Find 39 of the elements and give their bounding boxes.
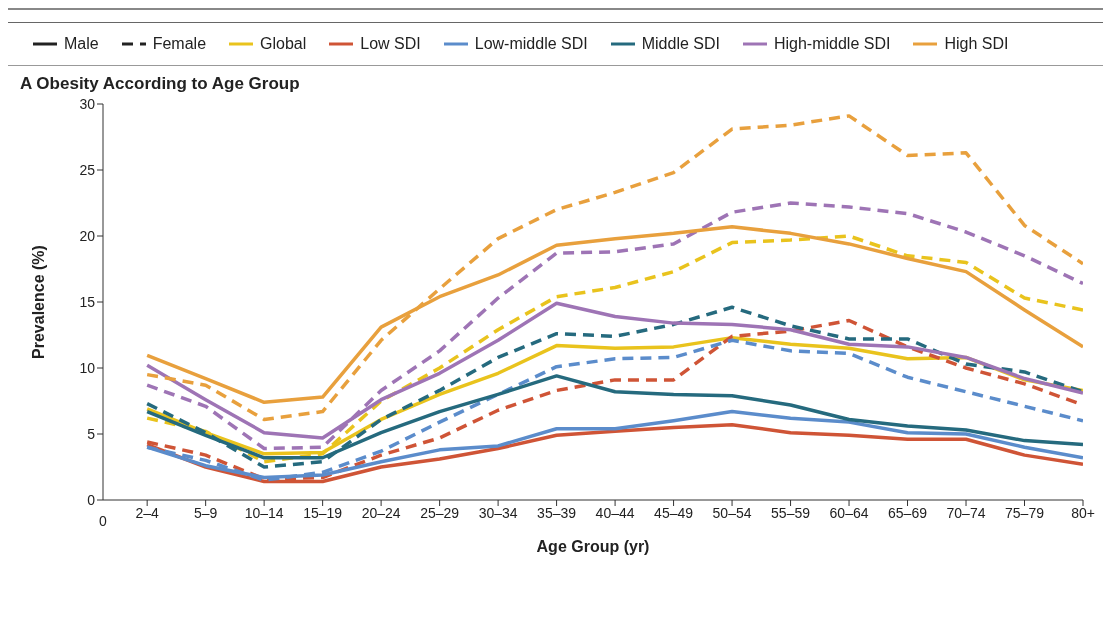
x-tick-label: 35–39 bbox=[537, 504, 577, 521]
y-tick-label: 15 bbox=[79, 293, 96, 310]
x-tick-label: 30–34 bbox=[478, 504, 518, 521]
x-tick-label: 15–19 bbox=[303, 504, 343, 521]
x-tick-label: 60–64 bbox=[829, 504, 869, 521]
text: Female bbox=[151, 35, 207, 53]
x-tick-label: 45–49 bbox=[654, 504, 694, 521]
x-tick-label: 65–69 bbox=[888, 504, 928, 521]
line-series bbox=[145, 234, 1083, 464]
line-series bbox=[145, 201, 1083, 451]
y-axis-title: Prevalence (%) bbox=[29, 245, 47, 359]
x-tick-label: 70–74 bbox=[946, 504, 986, 521]
line-series bbox=[145, 114, 1083, 422]
chart-title: A Obesity According to Age Group bbox=[19, 73, 301, 94]
legend-label: High SDI bbox=[943, 35, 1009, 53]
x-tick-label: 25–29 bbox=[420, 504, 460, 521]
x-tick-label: 80+ bbox=[1071, 504, 1095, 521]
x-tick-label: 5–9 bbox=[193, 504, 218, 521]
x-tick-label: 10–14 bbox=[244, 504, 284, 521]
legend-label: Low SDI bbox=[359, 35, 421, 53]
x-tick-label: 20–24 bbox=[361, 504, 401, 521]
text: Male bbox=[63, 35, 99, 53]
x-axis-title: Age Group (yr) bbox=[536, 538, 650, 555]
x-tick-label: 75–79 bbox=[1005, 504, 1045, 521]
x-tick-label: 40–44 bbox=[595, 504, 635, 521]
y-tick-label: 5 bbox=[87, 425, 96, 442]
x-tick-label: 2–4 bbox=[135, 504, 160, 521]
x-tick-label: 55–59 bbox=[771, 504, 811, 521]
text: 0 bbox=[98, 513, 108, 529]
legend-label: Middle SDI bbox=[640, 35, 720, 53]
y-tick-label: 30 bbox=[79, 95, 96, 112]
y-tick-label: 20 bbox=[79, 227, 96, 244]
legend-label: Global bbox=[259, 35, 307, 53]
y-tick-label: 10 bbox=[79, 359, 96, 376]
y-tick-label: 0 bbox=[87, 491, 96, 508]
legend-label: Low-middle SDI bbox=[473, 35, 588, 53]
y-tick-label: 25 bbox=[79, 161, 96, 178]
x-tick-label: 50–54 bbox=[712, 504, 752, 521]
legend-label: High-middle SDI bbox=[772, 35, 891, 53]
